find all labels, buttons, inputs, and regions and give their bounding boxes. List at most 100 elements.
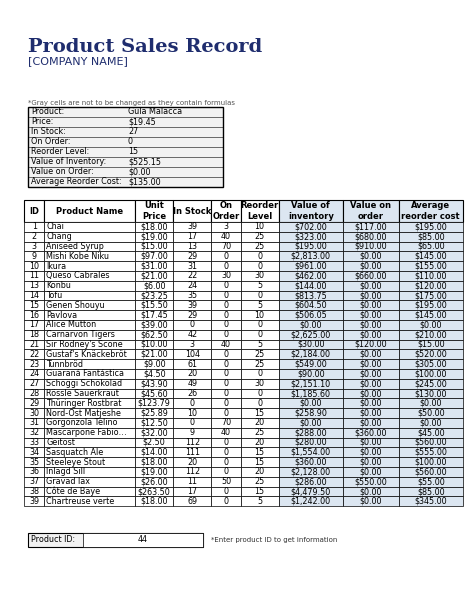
- Bar: [211, 271, 240, 281]
- Text: Côte de Baye: Côte de Baye: [46, 487, 100, 497]
- Bar: [24, 200, 44, 222]
- Bar: [398, 261, 462, 271]
- Text: $0.00: $0.00: [359, 301, 381, 310]
- Text: Product Name: Product Name: [56, 207, 123, 216]
- Text: 0: 0: [223, 252, 228, 261]
- Bar: [44, 349, 135, 359]
- Text: Unit
Price: Unit Price: [142, 201, 166, 221]
- Text: 36: 36: [29, 467, 39, 476]
- Text: 10: 10: [187, 409, 197, 417]
- Text: Average Reorder Cost:: Average Reorder Cost:: [31, 178, 121, 186]
- Text: 20: 20: [187, 370, 197, 378]
- Text: 15: 15: [254, 487, 264, 496]
- Text: $195.00: $195.00: [414, 223, 446, 231]
- Text: $555.00: $555.00: [414, 448, 446, 457]
- Text: $0.00: $0.00: [359, 311, 381, 319]
- Bar: [44, 457, 135, 467]
- Bar: [135, 291, 173, 300]
- Bar: [44, 477, 135, 487]
- Bar: [240, 330, 278, 340]
- Bar: [211, 310, 240, 320]
- Text: 25: 25: [254, 428, 264, 437]
- Text: 70: 70: [220, 419, 230, 427]
- Text: 112: 112: [184, 467, 199, 476]
- Bar: [44, 200, 135, 222]
- Bar: [173, 320, 211, 330]
- Bar: [135, 487, 173, 497]
- Text: $680.00: $680.00: [354, 232, 386, 241]
- Bar: [278, 477, 342, 487]
- Text: 0: 0: [223, 311, 228, 319]
- Text: Nord-Ost Matjeshe: Nord-Ost Matjeshe: [46, 409, 121, 417]
- Bar: [24, 281, 44, 291]
- Text: $0.00: $0.00: [359, 252, 381, 261]
- Text: $14.00: $14.00: [140, 448, 168, 457]
- Bar: [211, 487, 240, 497]
- Bar: [135, 281, 173, 291]
- Bar: [211, 251, 240, 261]
- Text: Gula Malacca: Gula Malacca: [128, 107, 182, 116]
- Text: Rössle Sauerkraut: Rössle Sauerkraut: [46, 389, 119, 398]
- Bar: [44, 418, 135, 428]
- Bar: [135, 467, 173, 477]
- Text: $286.00: $286.00: [294, 477, 327, 486]
- Text: $263.50: $263.50: [138, 487, 170, 496]
- Text: 61: 61: [187, 360, 197, 368]
- Text: 34: 34: [29, 448, 39, 457]
- Bar: [44, 389, 135, 398]
- Text: 29: 29: [187, 311, 197, 319]
- Text: 31: 31: [187, 262, 197, 270]
- Bar: [342, 467, 398, 477]
- Bar: [398, 340, 462, 349]
- Bar: [173, 477, 211, 487]
- Bar: [278, 261, 342, 271]
- Text: 24: 24: [29, 370, 39, 378]
- Text: $2.50: $2.50: [143, 438, 165, 447]
- Bar: [278, 222, 342, 232]
- Text: 0: 0: [257, 399, 261, 408]
- Text: Reorder Level:: Reorder Level:: [31, 148, 89, 156]
- Bar: [398, 487, 462, 497]
- Text: 17: 17: [187, 232, 197, 241]
- Bar: [398, 467, 462, 477]
- Text: $288.00: $288.00: [294, 428, 327, 437]
- Text: $120.00: $120.00: [354, 340, 387, 349]
- Text: $360.00: $360.00: [294, 457, 327, 466]
- Text: 5: 5: [257, 340, 262, 349]
- Text: Gorgonzola Telino: Gorgonzola Telino: [46, 419, 118, 427]
- Text: 0: 0: [257, 321, 261, 329]
- Bar: [342, 369, 398, 379]
- Text: $549.00: $549.00: [294, 360, 327, 368]
- Bar: [24, 222, 44, 232]
- Text: 1: 1: [32, 223, 37, 231]
- Text: 20: 20: [254, 438, 264, 447]
- Text: $323.00: $323.00: [294, 232, 327, 241]
- Text: $0.00: $0.00: [359, 389, 381, 398]
- Bar: [278, 428, 342, 438]
- Bar: [135, 438, 173, 447]
- Text: Schoggi Schokolad: Schoggi Schokolad: [46, 379, 122, 388]
- Text: $2,151.10: $2,151.10: [290, 379, 330, 388]
- Text: $2,184.00: $2,184.00: [290, 350, 330, 359]
- Bar: [24, 291, 44, 300]
- Bar: [398, 369, 462, 379]
- Bar: [278, 438, 342, 447]
- Text: Gustaf's Knäckebröt: Gustaf's Knäckebröt: [46, 350, 127, 359]
- Text: $525.15: $525.15: [128, 158, 161, 167]
- Bar: [28, 533, 203, 547]
- Bar: [211, 497, 240, 506]
- Text: $560.00: $560.00: [414, 438, 446, 447]
- Text: 0: 0: [223, 330, 228, 339]
- Text: Average
reorder cost: Average reorder cost: [401, 201, 459, 221]
- Text: $0.00: $0.00: [299, 321, 321, 329]
- Bar: [211, 389, 240, 398]
- Text: $25.89: $25.89: [140, 409, 168, 417]
- Bar: [278, 359, 342, 369]
- Text: Pavlova: Pavlova: [46, 311, 78, 319]
- Text: 25: 25: [254, 350, 264, 359]
- Bar: [278, 447, 342, 457]
- Bar: [211, 398, 240, 408]
- Bar: [278, 349, 342, 359]
- Bar: [44, 398, 135, 408]
- Bar: [240, 408, 278, 418]
